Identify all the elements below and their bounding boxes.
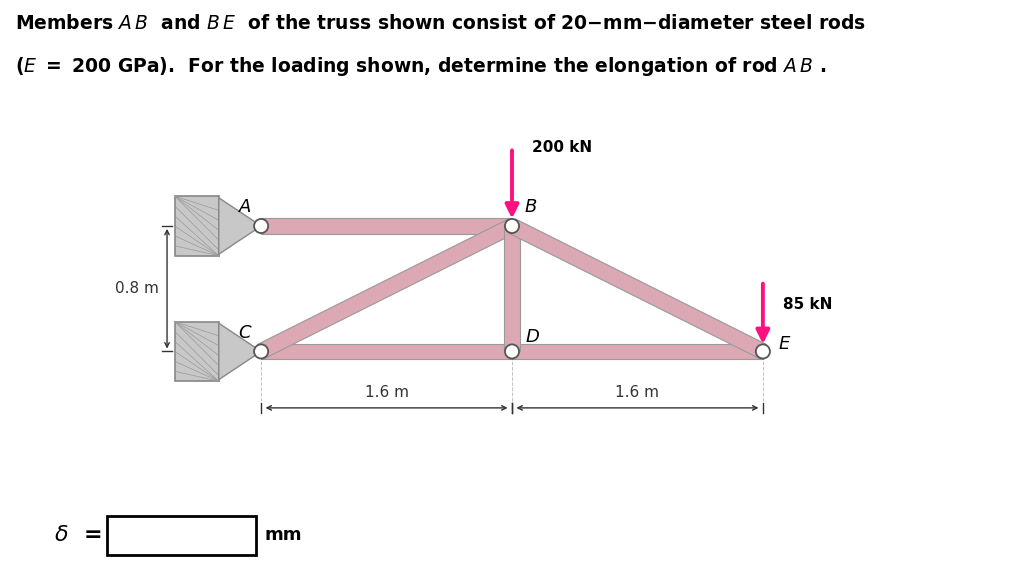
Polygon shape [261, 343, 512, 359]
Bar [175, 196, 219, 256]
Polygon shape [261, 218, 512, 234]
Circle shape [505, 219, 519, 233]
Text: $\mathit{D}$: $\mathit{D}$ [525, 328, 540, 346]
Text: $\mathit{C}$: $\mathit{C}$ [239, 324, 253, 342]
Text: $\mathit{B}$: $\mathit{B}$ [524, 198, 538, 216]
Circle shape [505, 344, 519, 358]
Text: ($\mathbf{\mathit{E}}$ $\mathbf{=}$ 200 GPa).  For the loading shown, determine : ($\mathbf{\mathit{E}}$ $\mathbf{=}$ 200 … [15, 55, 826, 78]
Circle shape [756, 344, 770, 358]
Text: mm: mm [265, 526, 302, 544]
Text: 200 kN: 200 kN [532, 140, 593, 155]
Polygon shape [219, 323, 261, 380]
Polygon shape [504, 226, 520, 351]
Text: $\mathit{A}$: $\mathit{A}$ [239, 198, 253, 216]
Text: 1.6 m: 1.6 m [615, 385, 659, 400]
Circle shape [254, 219, 268, 233]
Text: $\delta$  =: $\delta$ = [54, 525, 101, 545]
Text: $\mathit{E}$: $\mathit{E}$ [778, 335, 792, 353]
Polygon shape [219, 198, 261, 254]
Polygon shape [509, 219, 766, 358]
Bar [175, 321, 219, 381]
Polygon shape [512, 343, 763, 359]
Bar [108, 516, 256, 555]
Text: 1.6 m: 1.6 m [365, 385, 409, 400]
Circle shape [254, 344, 268, 358]
Text: Members $\mathbf{\mathit{A\,B}}$  and $\mathbf{\mathit{B\,E}}$  of the truss sho: Members $\mathbf{\mathit{A\,B}}$ and $\m… [15, 14, 866, 33]
Polygon shape [258, 219, 515, 358]
Text: 0.8 m: 0.8 m [116, 281, 159, 296]
Text: 85 kN: 85 kN [783, 297, 833, 312]
